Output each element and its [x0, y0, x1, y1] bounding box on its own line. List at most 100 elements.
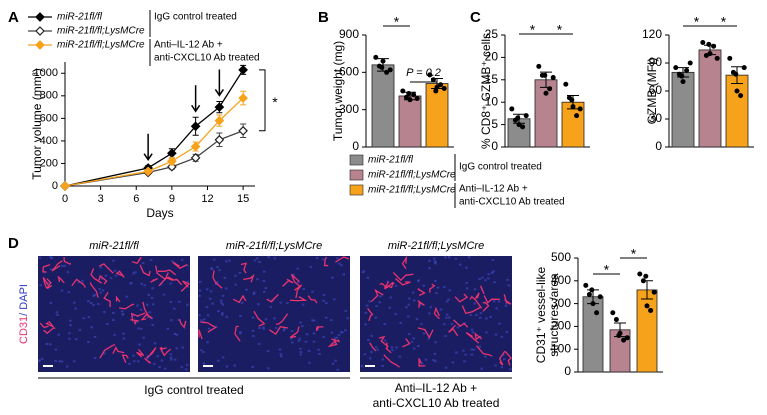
- nucleus: [239, 331, 242, 334]
- vessel: [115, 270, 125, 278]
- vessel: [98, 263, 114, 274]
- y-axis-label: GZMB (MFI): [645, 58, 659, 125]
- nucleus: [148, 311, 151, 314]
- vessel: [465, 332, 480, 344]
- nucleus: [262, 327, 265, 330]
- nucleus: [333, 342, 337, 345]
- nucleus: [479, 312, 483, 315]
- nucleus: [429, 306, 432, 309]
- nucleus: [220, 313, 224, 316]
- nucleus: [114, 274, 118, 277]
- y-axis-label: Tumor volume (mm³): [30, 68, 44, 180]
- nucleus: [49, 256, 52, 259]
- nucleus: [298, 337, 302, 340]
- nucleus: [132, 272, 135, 275]
- bar: [398, 95, 422, 148]
- nucleus: [273, 317, 276, 320]
- nucleus: [383, 339, 387, 342]
- nucleus: [257, 303, 260, 306]
- nucleus: [424, 358, 428, 361]
- y-axis-label: structures /area: [547, 273, 561, 357]
- nucleus: [296, 267, 299, 270]
- nucleus: [420, 362, 424, 365]
- nucleus: [374, 316, 378, 319]
- nucleus: [365, 304, 369, 307]
- nucleus: [507, 284, 511, 287]
- nucleus: [198, 294, 201, 297]
- nucleus: [463, 360, 466, 363]
- nucleus: [221, 312, 224, 315]
- vessel: [417, 300, 425, 308]
- nucleus: [282, 329, 286, 332]
- nucleus: [90, 326, 93, 329]
- y-tick-label: 100: [551, 341, 571, 355]
- vessel: [144, 357, 151, 364]
- nucleus: [297, 281, 300, 284]
- data-point: [706, 41, 712, 47]
- nucleus: [492, 270, 495, 273]
- nucleus: [177, 300, 181, 303]
- nucleus: [47, 282, 50, 285]
- nucleus: [445, 316, 448, 319]
- nucleus: [381, 364, 384, 367]
- nucleus: [181, 346, 184, 349]
- vessel: [253, 310, 266, 327]
- nucleus: [334, 337, 337, 340]
- nucleus: [451, 361, 455, 364]
- nucleus: [256, 278, 259, 281]
- nucleus: [245, 288, 248, 291]
- nucleus: [346, 317, 349, 320]
- bar: [371, 64, 395, 148]
- nucleus: [379, 295, 382, 298]
- nucleus: [171, 260, 174, 263]
- nucleus: [262, 326, 265, 329]
- nucleus: [491, 259, 495, 262]
- nucleus: [146, 303, 149, 306]
- nucleus: [60, 264, 64, 267]
- nucleus: [435, 292, 438, 295]
- significance: *: [394, 14, 400, 30]
- legend-marker: [35, 26, 45, 36]
- vessel: [200, 321, 217, 333]
- nucleus: [494, 364, 497, 367]
- nucleus: [218, 269, 221, 272]
- nucleus: [390, 346, 394, 349]
- vessel: [90, 268, 102, 284]
- nucleus: [215, 325, 218, 328]
- nucleus: [78, 329, 82, 332]
- nucleus: [158, 366, 161, 369]
- nucleus: [505, 331, 509, 334]
- vessel: [166, 277, 183, 286]
- nucleus: [331, 276, 334, 279]
- nucleus: [184, 368, 188, 371]
- nucleus: [364, 311, 368, 314]
- nucleus: [99, 266, 103, 269]
- panel-label: B: [318, 9, 329, 26]
- nucleus: [500, 335, 504, 338]
- nucleus: [66, 365, 69, 368]
- nucleus: [428, 267, 431, 270]
- marker: [190, 141, 201, 152]
- legend-marker: [35, 12, 45, 22]
- nucleus: [103, 311, 106, 314]
- data-point: [403, 94, 409, 100]
- vessel: [71, 278, 86, 288]
- series-line: [64, 97, 244, 187]
- vessel: [89, 282, 99, 298]
- x-tick-label: 3: [98, 193, 104, 205]
- nucleus: [309, 265, 313, 268]
- nucleus: [497, 300, 501, 303]
- y-tick-label: 800: [40, 90, 58, 102]
- significance: *: [604, 262, 610, 278]
- nucleus: [185, 363, 189, 366]
- vessel: [335, 256, 350, 263]
- legend-label: miR-21fl/fl;LysMCre: [368, 170, 456, 181]
- nucleus: [420, 323, 423, 326]
- nucleus: [166, 327, 170, 330]
- nucleus: [494, 333, 498, 336]
- x-tick-label: 6: [133, 193, 139, 205]
- nucleus: [198, 289, 202, 292]
- marker: [143, 166, 153, 177]
- nucleus: [175, 333, 179, 336]
- significance: *: [272, 94, 278, 110]
